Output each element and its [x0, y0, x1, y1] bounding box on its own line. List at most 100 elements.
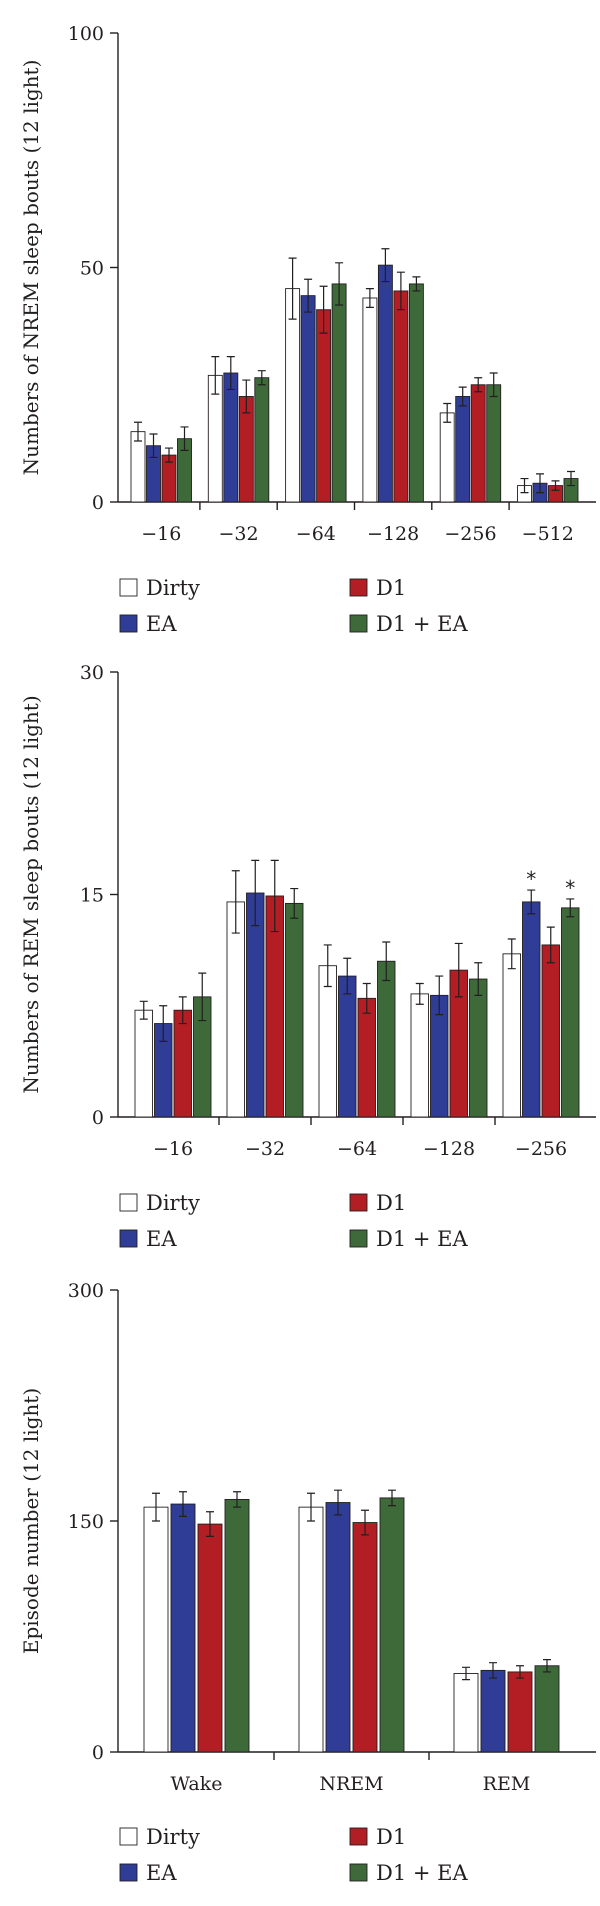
legend-item-d1-ea: D1 + EA [349, 1227, 468, 1251]
legend-swatch [349, 614, 368, 633]
bar-ea-2 [223, 372, 239, 503]
error-bar [520, 477, 529, 494]
chart-panel-3: 0 150 300 Episode number (12 light) Wake NREM… [19, 1280, 596, 1885]
x-tick-label: −128 [423, 1138, 475, 1160]
bar-dirty-4 [410, 993, 429, 1118]
y-axis-title: Episode number (12 light) [19, 1388, 43, 1654]
bar-d1-ea-2 [285, 902, 304, 1118]
bar-d1-ea-2 [254, 377, 270, 503]
legend-swatch [349, 1863, 368, 1882]
legend-label: Dirty [146, 1825, 200, 1849]
bar-d1-ea-3 [377, 960, 396, 1118]
legend-label: EA [146, 612, 177, 636]
legend-label: EA [146, 1227, 177, 1251]
x-tick-label: NREM [319, 1773, 383, 1795]
x-tick-label: Wake [171, 1773, 223, 1795]
error-bar [149, 433, 158, 459]
error-bar [551, 480, 560, 491]
bar-d1-ea-5 [486, 384, 502, 503]
error-bar [415, 982, 424, 1005]
legend-item-dirty: Dirty [119, 576, 200, 600]
x-tick-label: −512 [522, 523, 574, 545]
error-bar [566, 898, 575, 918]
bar-d1-ea-2 [379, 1497, 405, 1753]
bar-dirty-1 [130, 431, 146, 503]
error-bar [323, 944, 332, 988]
legend-label: D1 [376, 576, 406, 600]
legend-item-dirty: Dirty [119, 1191, 200, 1215]
error-bar [343, 957, 352, 995]
legend-item-d1: D1 [349, 1825, 406, 1849]
legend-label: D1 + EA [376, 612, 468, 636]
error-bar [242, 379, 251, 414]
bar-ea-5 [522, 901, 541, 1118]
legend-swatch [119, 1863, 138, 1882]
legend-item-ea: EA [119, 612, 177, 636]
x-tick-label: −32 [218, 523, 258, 545]
bar-dirty-2 [226, 901, 245, 1118]
error-bar [231, 870, 240, 934]
chart-panel-2: 0 15 30 Numbers of REM sleep bouts (12 ligh… [19, 662, 596, 1251]
bar-d1-1 [197, 1523, 223, 1753]
error-bar [290, 887, 299, 919]
legend-swatch [119, 1193, 138, 1212]
error-bar [474, 962, 483, 996]
error-bar [435, 975, 444, 1016]
legend-swatch [349, 1827, 368, 1846]
y-tick-label: 150 [68, 1511, 104, 1533]
error-bar [567, 470, 575, 487]
error-bar [527, 889, 536, 915]
error-bar [257, 370, 266, 386]
legend-label: EA [146, 1861, 177, 1885]
error-bar [178, 996, 187, 1025]
bar-dirty-3 [318, 965, 337, 1118]
error-bar [454, 942, 463, 998]
error-bar [211, 356, 220, 395]
error-bar [536, 473, 544, 494]
error-bar [381, 248, 390, 283]
y-axis-title: Numbers of NREM sleep bouts (12 light) [19, 60, 43, 476]
bar-d1-ea-4 [469, 978, 488, 1118]
error-bar [304, 278, 313, 313]
bar-dirty-1 [143, 1506, 169, 1753]
bar-d1-2 [352, 1522, 378, 1753]
error-bar [233, 1491, 241, 1508]
bar-d1-3 [507, 1671, 533, 1753]
y-tick-label: 0 [92, 1742, 104, 1764]
error-bar [489, 1662, 497, 1679]
bar-dirty-5 [439, 412, 455, 503]
error-bar [288, 257, 297, 320]
bar-dirty-2 [298, 1506, 324, 1753]
bar-d1-3 [357, 997, 376, 1118]
legend-item-ea: EA [119, 1861, 177, 1885]
error-bar [165, 447, 173, 463]
legend-label: Dirty [146, 1191, 200, 1215]
legend-swatch [119, 1229, 138, 1248]
legend-item-d1-ea: D1 + EA [349, 1861, 468, 1885]
error-bar [335, 262, 344, 306]
error-bar [179, 1491, 187, 1517]
y-tick-label: 15 [80, 885, 104, 907]
y-tick-label: 300 [68, 1280, 104, 1302]
error-bar [362, 982, 371, 1014]
legend-swatch [349, 578, 368, 597]
bar-d1-5 [541, 944, 560, 1118]
bar-dirty-4 [362, 297, 378, 503]
bar-dirty-3 [453, 1673, 479, 1753]
x-tick-label: −256 [515, 1138, 567, 1160]
error-bar [226, 356, 235, 391]
bar-d1-1 [173, 1009, 192, 1118]
bar-d1-ea-1 [224, 1498, 250, 1753]
bar-d1-4 [393, 290, 409, 503]
error-bar [307, 1492, 315, 1522]
bar-ea-2 [325, 1502, 351, 1753]
legend-swatch [119, 1827, 138, 1846]
y-axis-title: Numbers of REM sleep bouts (12 light) [19, 695, 43, 1093]
y-tick-label: 100 [68, 23, 104, 45]
error-bar [334, 1489, 342, 1516]
bar-ea-3 [338, 975, 357, 1118]
legend-label: D1 + EA [376, 1861, 468, 1885]
bar-d1-5 [470, 384, 486, 503]
error-bar [152, 1492, 160, 1522]
